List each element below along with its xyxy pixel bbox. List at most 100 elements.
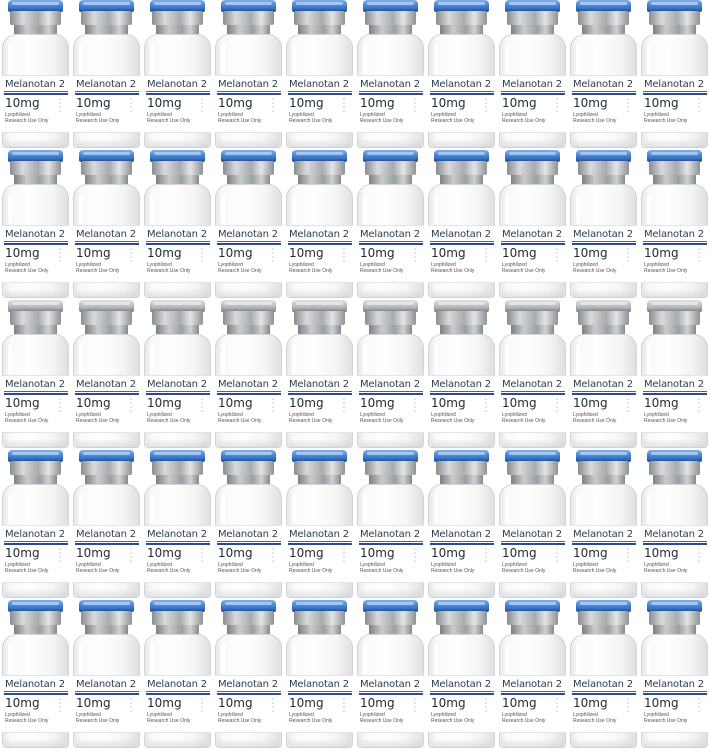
- product-form: Lyophilized: [5, 262, 30, 268]
- vial-label: Melanotan 2 10mg ▪▪ ▪▪ ▪▪ ▪▪ Lyophilized Re…: [144, 75, 211, 133]
- vial-base: [501, 140, 564, 148]
- product-dose: 10mg: [289, 696, 324, 710]
- product-name: Melanotan 2: [218, 79, 278, 90]
- vial-crimp: [223, 161, 274, 175]
- label-side-text: ▪▪ ▪▪ ▪▪ ▪▪: [272, 397, 275, 413]
- vial-label: Melanotan 2 10mg ▪▪ ▪▪ ▪▪ ▪▪ Lyophilized Re…: [499, 225, 566, 283]
- label-stripe: [501, 541, 565, 545]
- product-name: Melanotan 2: [147, 679, 207, 690]
- vial-crimp: [365, 611, 416, 625]
- vial-base: [288, 140, 351, 148]
- vial-label: Melanotan 2 10mg ▪▪ ▪▪ ▪▪ ▪▪ Lyophilized Re…: [428, 675, 495, 733]
- label-side-text: ▪▪ ▪▪ ▪▪ ▪▪: [556, 397, 559, 413]
- vial-crimp: [152, 11, 203, 25]
- vial-crimp: [578, 461, 629, 475]
- vial-label: Melanotan 2 10mg ▪▪ ▪▪ ▪▪ ▪▪ Lyophilized Re…: [144, 225, 211, 283]
- label-side-text: ▪▪ ▪▪ ▪▪ ▪▪: [59, 397, 62, 413]
- product-name: Melanotan 2: [289, 679, 349, 690]
- product-form: Lyophilized: [5, 112, 30, 118]
- vial-base: [75, 590, 138, 598]
- product-use: Research Use Only: [573, 118, 617, 124]
- product-form: Lyophilized: [431, 562, 456, 568]
- label-side-text: ▪▪ ▪▪ ▪▪ ▪▪: [130, 247, 133, 263]
- vial: Melanotan 2 10mg ▪▪ ▪▪ ▪▪ ▪▪ Lyophilized Re…: [71, 0, 142, 150]
- product-dose: 10mg: [5, 246, 40, 260]
- product-dose: 10mg: [147, 96, 182, 110]
- vial-base: [643, 140, 706, 148]
- vial-cap: [8, 600, 63, 612]
- vial-crimp: [10, 311, 61, 325]
- label-side-text: ▪▪ ▪▪ ▪▪ ▪▪: [698, 97, 701, 113]
- product-name: Melanotan 2: [76, 79, 136, 90]
- product-form: Lyophilized: [76, 712, 101, 718]
- vial-label: Melanotan 2 10mg ▪▪ ▪▪ ▪▪ ▪▪ Lyophilized Re…: [2, 225, 69, 283]
- vial: Melanotan 2 10mg ▪▪ ▪▪ ▪▪ ▪▪ Lyophilized Re…: [284, 600, 355, 750]
- product-dose: 10mg: [502, 246, 537, 260]
- vial-crimp: [649, 11, 700, 25]
- vial-base: [501, 740, 564, 748]
- label-side-text: ▪▪ ▪▪ ▪▪ ▪▪: [698, 547, 701, 563]
- product-form: Lyophilized: [360, 112, 385, 118]
- vial: Melanotan 2 10mg ▪▪ ▪▪ ▪▪ ▪▪ Lyophilized Re…: [0, 450, 71, 600]
- vial-base: [75, 290, 138, 298]
- vial-cap: [434, 300, 489, 312]
- product-dose: 10mg: [289, 96, 324, 110]
- vial: Melanotan 2 10mg ▪▪ ▪▪ ▪▪ ▪▪ Lyophilized Re…: [426, 0, 497, 150]
- product-name: Melanotan 2: [289, 229, 349, 240]
- label-stripe: [501, 391, 565, 395]
- product-use: Research Use Only: [502, 268, 546, 274]
- vial-cap: [150, 300, 205, 312]
- vial-cap: [363, 300, 418, 312]
- product-name: Melanotan 2: [360, 229, 420, 240]
- vial-cap: [150, 600, 205, 612]
- vial-cap: [434, 450, 489, 462]
- vial: Melanotan 2 10mg ▪▪ ▪▪ ▪▪ ▪▪ Lyophilized Re…: [284, 0, 355, 150]
- vial-crimp: [294, 161, 345, 175]
- vial-label: Melanotan 2 10mg ▪▪ ▪▪ ▪▪ ▪▪ Lyophilized Re…: [570, 75, 637, 133]
- vial-label: Melanotan 2 10mg ▪▪ ▪▪ ▪▪ ▪▪ Lyophilized Re…: [215, 375, 282, 433]
- product-name: Melanotan 2: [5, 379, 65, 390]
- product-name: Melanotan 2: [502, 379, 562, 390]
- product-dose: 10mg: [218, 96, 253, 110]
- vial-cap: [505, 450, 560, 462]
- vial: Melanotan 2 10mg ▪▪ ▪▪ ▪▪ ▪▪ Lyophilized Re…: [497, 0, 568, 150]
- product-dose: 10mg: [644, 696, 679, 710]
- product-form: Lyophilized: [289, 562, 314, 568]
- product-dose: 10mg: [573, 96, 608, 110]
- vial: Melanotan 2 10mg ▪▪ ▪▪ ▪▪ ▪▪ Lyophilized Re…: [142, 450, 213, 600]
- vial-label: Melanotan 2 10mg ▪▪ ▪▪ ▪▪ ▪▪ Lyophilized Re…: [428, 75, 495, 133]
- vial: Melanotan 2 10mg ▪▪ ▪▪ ▪▪ ▪▪ Lyophilized Re…: [284, 300, 355, 450]
- label-stripe: [75, 541, 139, 545]
- label-side-text: ▪▪ ▪▪ ▪▪ ▪▪: [201, 697, 204, 713]
- product-form: Lyophilized: [502, 412, 527, 418]
- product-use: Research Use Only: [573, 418, 617, 424]
- product-form: Lyophilized: [502, 262, 527, 268]
- product-use: Research Use Only: [147, 718, 191, 724]
- label-side-text: ▪▪ ▪▪ ▪▪ ▪▪: [59, 97, 62, 113]
- product-use: Research Use Only: [644, 568, 688, 574]
- vial-cap: [292, 300, 347, 312]
- vial-cap: [363, 150, 418, 162]
- vial-label: Melanotan 2 10mg ▪▪ ▪▪ ▪▪ ▪▪ Lyophilized Re…: [73, 375, 140, 433]
- vial: Melanotan 2 10mg ▪▪ ▪▪ ▪▪ ▪▪ Lyophilized Re…: [568, 450, 639, 600]
- label-stripe: [217, 541, 281, 545]
- product-dose: 10mg: [76, 96, 111, 110]
- vial-base: [217, 140, 280, 148]
- vial-label: Melanotan 2 10mg ▪▪ ▪▪ ▪▪ ▪▪ Lyophilized Re…: [2, 525, 69, 583]
- vial-base: [288, 740, 351, 748]
- product-form: Lyophilized: [573, 712, 598, 718]
- vial-cap: [576, 150, 631, 162]
- label-stripe: [430, 391, 494, 395]
- vial-base: [75, 440, 138, 448]
- vial-label: Melanotan 2 10mg ▪▪ ▪▪ ▪▪ ▪▪ Lyophilized Re…: [499, 675, 566, 733]
- product-form: Lyophilized: [147, 562, 172, 568]
- label-side-text: ▪▪ ▪▪ ▪▪ ▪▪: [201, 97, 204, 113]
- product-form: Lyophilized: [76, 112, 101, 118]
- vial-crimp: [507, 11, 558, 25]
- product-name: Melanotan 2: [218, 679, 278, 690]
- product-name: Melanotan 2: [5, 529, 65, 540]
- product-use: Research Use Only: [76, 718, 120, 724]
- product-dose: 10mg: [76, 396, 111, 410]
- vial: Melanotan 2 10mg ▪▪ ▪▪ ▪▪ ▪▪ Lyophilized Re…: [213, 600, 284, 750]
- vial-base: [359, 140, 422, 148]
